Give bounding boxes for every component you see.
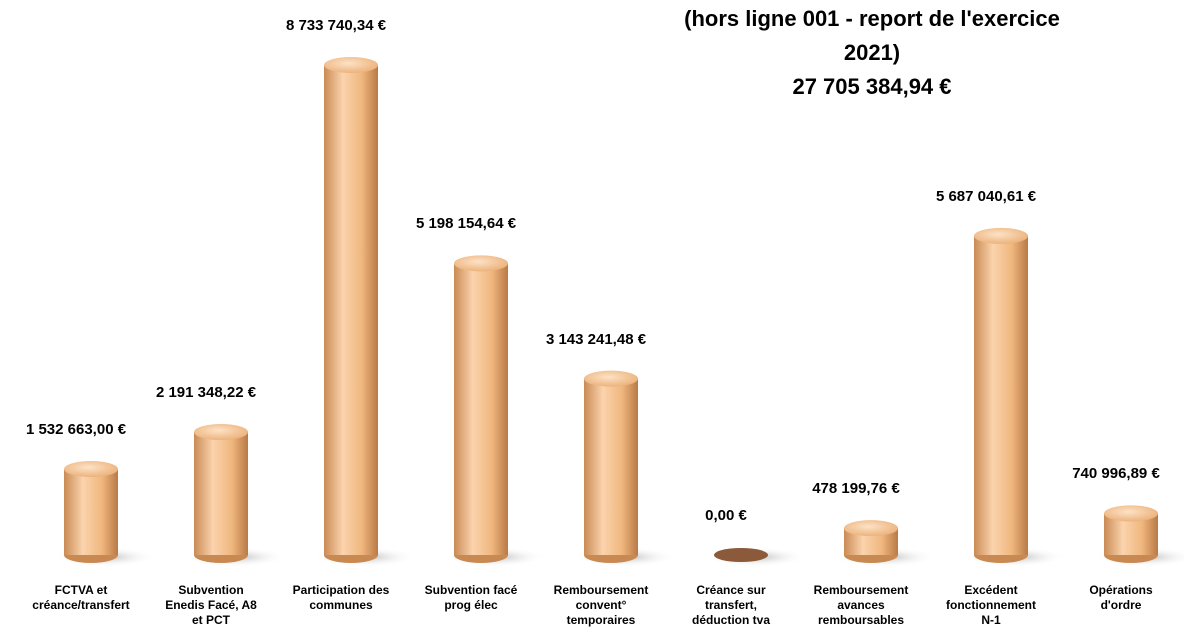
- bar: [313, 57, 417, 567]
- bar-body: [454, 263, 508, 555]
- x-tick-label: Remboursement convent° temporaires: [553, 583, 649, 627]
- bar-body: [974, 235, 1028, 556]
- bar-top: [584, 370, 638, 387]
- chart-subtitle: 27 705 384,94 €: [792, 74, 952, 99]
- bar-top: [974, 227, 1028, 244]
- bar-top: [1104, 505, 1158, 522]
- bar-body: [324, 65, 378, 555]
- x-tick-label: Opérations d'ordre: [1089, 583, 1153, 612]
- bar: [833, 520, 937, 567]
- x-tick-label: Excédent fonctionnement N-1: [946, 583, 1036, 627]
- bar-body: [64, 469, 118, 555]
- bar: [443, 255, 547, 567]
- x-tick-label: Participation des communes: [292, 583, 390, 612]
- bar-top: [194, 424, 248, 441]
- value-label: 0,00 €: [705, 507, 747, 524]
- bar: [183, 424, 287, 567]
- bar-top: [714, 548, 768, 562]
- bar-body: [584, 378, 638, 555]
- bar: [963, 227, 1067, 567]
- x-tick-label: Remboursement avances remboursables: [813, 583, 909, 627]
- x-tick-label: FCTVA et créance/transfert: [32, 583, 130, 612]
- value-label: 5 687 040,61 €: [935, 187, 1037, 205]
- chart-title: (hors ligne 001 - report de l'exercice 2…: [684, 6, 1060, 65]
- bar: [703, 547, 807, 567]
- bar-top: [324, 57, 378, 73]
- x-tick-label: Subvention facé prog élec: [424, 583, 518, 612]
- value-label: 740 996,89 €: [1072, 465, 1160, 483]
- bar-top: [454, 255, 508, 272]
- value-label: 1 532 663,00 €: [25, 421, 127, 438]
- bar: [573, 370, 677, 567]
- bar: [53, 461, 157, 567]
- bar: [1093, 505, 1184, 567]
- value-label: 5 198 154,64 €: [415, 215, 517, 233]
- value-label: 2 191 348,22 €: [155, 384, 257, 402]
- bar-top: [64, 461, 118, 478]
- value-label: 3 143 241,48 €: [545, 330, 647, 348]
- value-label: 8 733 740,34 €: [285, 17, 387, 34]
- x-tick-label: Subvention Enedis Facé, A8 et PCT: [165, 583, 257, 627]
- x-tick-label: Créance sur transfert, déduction tva: [691, 583, 770, 627]
- value-label: 478 199,76 €: [812, 480, 900, 498]
- bar-body: [194, 432, 248, 555]
- bar-top: [844, 520, 898, 537]
